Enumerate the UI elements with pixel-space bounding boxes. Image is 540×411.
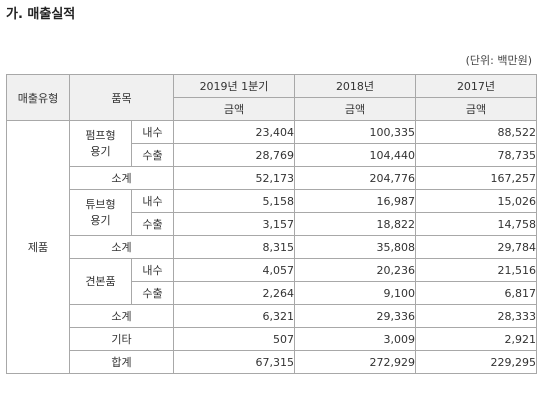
product-name-line2: 용기 <box>90 213 111 227</box>
value-cell: 6,817 <box>415 281 537 305</box>
value-cell: 229,295 <box>415 350 537 374</box>
value-cell: 5,158 <box>173 189 295 213</box>
header-amount: 금액 <box>173 97 295 121</box>
table-row: 수출 2,264 9,100 6,817 <box>7 281 537 305</box>
value-cell: 21,516 <box>415 258 537 282</box>
header-type: 매출유형 <box>6 74 70 121</box>
value-cell: 4,057 <box>173 258 295 282</box>
row-label: 수출 <box>131 212 174 236</box>
header-period-2018: 2018년 <box>294 74 416 98</box>
table-row: 수출 28,769 104,440 78,735 <box>7 143 537 167</box>
subtotal-row: 소계 6,321 29,336 28,333 <box>7 304 537 328</box>
sales-table: 매출유형 품목 2019년 1분기 2018년 2017년 금액 금액 금액 제… <box>6 74 537 374</box>
value-cell: 100,335 <box>294 120 416 144</box>
value-cell: 272,929 <box>294 350 416 374</box>
value-cell: 9,100 <box>294 281 416 305</box>
value-cell: 6,321 <box>173 304 295 328</box>
value-cell: 8,315 <box>173 235 295 259</box>
row-label: 내수 <box>131 258 174 282</box>
value-cell: 204,776 <box>294 166 416 190</box>
value-cell: 20,236 <box>294 258 416 282</box>
product-name-line1: 튜브형 <box>85 197 116 211</box>
value-cell: 18,822 <box>294 212 416 236</box>
subtotal-label: 소계 <box>69 304 174 328</box>
product-name-line1: 펌프형 <box>85 128 116 142</box>
header-period-2019q1: 2019년 1분기 <box>173 74 295 98</box>
subtotal-row: 소계 8,315 35,808 29,784 <box>7 235 537 259</box>
value-cell: 15,026 <box>415 189 537 213</box>
product-name-line2: 용기 <box>90 144 111 158</box>
value-cell: 29,336 <box>294 304 416 328</box>
header-row-periods: 매출유형 품목 2019년 1분기 2018년 2017년 <box>6 74 537 121</box>
value-cell: 52,173 <box>173 166 295 190</box>
subtotal-label: 소계 <box>69 235 174 259</box>
value-cell: 29,784 <box>415 235 537 259</box>
row-label: 내수 <box>131 189 174 213</box>
value-cell: 88,522 <box>415 120 537 144</box>
total-row: 합계 67,315 272,929 229,295 <box>7 350 537 374</box>
value-cell: 67,315 <box>173 350 295 374</box>
subtotal-row: 소계 52,173 204,776 167,257 <box>7 166 537 190</box>
value-cell: 16,987 <box>294 189 416 213</box>
value-cell: 2,921 <box>415 327 537 351</box>
row-label: 수출 <box>131 281 174 305</box>
section-title: 가. 매출실적 <box>6 7 76 22</box>
value-cell: 167,257 <box>415 166 537 190</box>
value-cell: 28,769 <box>173 143 295 167</box>
value-cell: 3,157 <box>173 212 295 236</box>
header-amount: 금액 <box>415 97 537 121</box>
unit-note: (단위: 백만원) <box>465 54 532 67</box>
header-amount: 금액 <box>294 97 416 121</box>
type-label: 제품 <box>6 120 70 374</box>
table-row: 견본품 내수 4,057 20,236 21,516 <box>7 258 537 305</box>
subtotal-label: 소계 <box>69 166 174 190</box>
table-row: 수출 3,157 18,822 14,758 <box>7 212 537 236</box>
value-cell: 507 <box>173 327 295 351</box>
value-cell: 35,808 <box>294 235 416 259</box>
other-row: 기타 507 3,009 2,921 <box>7 327 537 351</box>
header-period-2017: 2017년 <box>415 74 537 98</box>
total-label: 합계 <box>69 350 174 374</box>
row-label: 내수 <box>131 120 174 144</box>
value-cell: 104,440 <box>294 143 416 167</box>
header-row-amount: 금액 금액 금액 <box>7 97 537 121</box>
other-label: 기타 <box>69 327 174 351</box>
value-cell: 23,404 <box>173 120 295 144</box>
value-cell: 28,333 <box>415 304 537 328</box>
value-cell: 78,735 <box>415 143 537 167</box>
value-cell: 3,009 <box>294 327 416 351</box>
row-label: 수출 <box>131 143 174 167</box>
header-item: 품목 <box>69 74 174 121</box>
value-cell: 14,758 <box>415 212 537 236</box>
product-name: 견본품 <box>69 258 132 305</box>
value-cell: 2,264 <box>173 281 295 305</box>
